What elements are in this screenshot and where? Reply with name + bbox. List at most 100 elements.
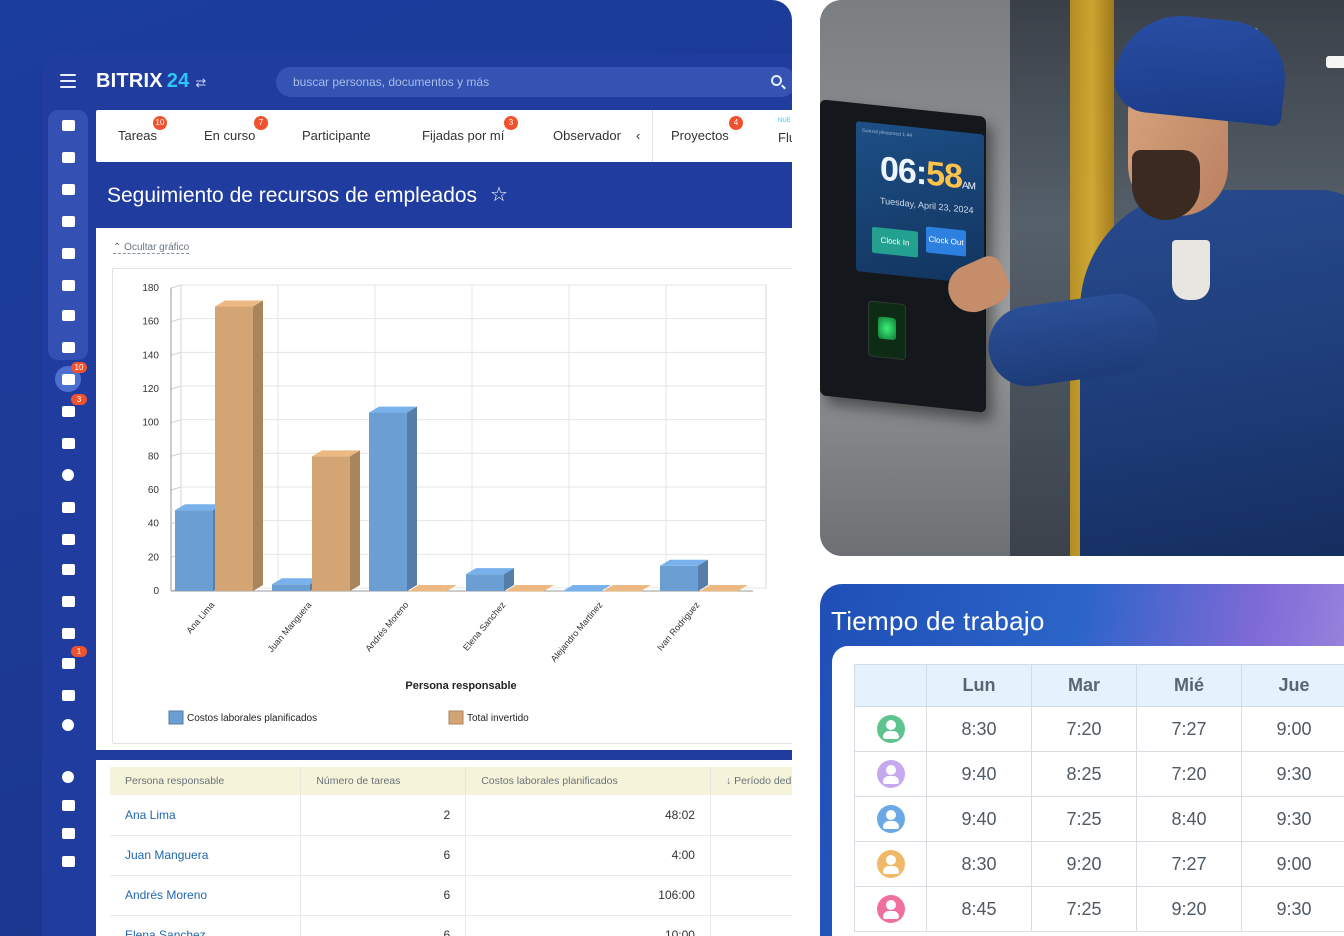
search-icon[interactable] (771, 75, 782, 86)
network-icon (61, 119, 75, 131)
sidebar-item-groups[interactable] (55, 334, 81, 360)
tab-label: Observador (553, 128, 621, 143)
sidebar-item-more[interactable] (55, 712, 81, 738)
bar (603, 591, 641, 592)
person-link[interactable]: Elena Sanchez (110, 915, 302, 936)
sidebar-item-add[interactable] (55, 848, 81, 874)
avatar[interactable] (876, 805, 905, 833)
hours-cell: 9:20 (1031, 841, 1137, 887)
sidebar-item-structure[interactable] (55, 792, 81, 818)
y-tick-label: 60 (148, 485, 160, 496)
sidebar-item-messenger[interactable] (55, 144, 81, 170)
sidebar-item-contacts[interactable] (55, 620, 81, 646)
hide-chart-link[interactable]: ⌃ Ocultar gráfico (113, 242, 190, 254)
period-cell (710, 915, 792, 936)
sidebar-item-tasks[interactable]: 10 (55, 362, 87, 392)
gridline-depth (170, 318, 182, 323)
hours-cell: 7:25 (1031, 796, 1137, 842)
signature-icon (61, 563, 75, 575)
sidebar-item-drive[interactable] (55, 272, 81, 298)
timeclock-photo: Gonzal pleasmed 1:44 06:58AM Tuesday, Ap… (820, 0, 1344, 556)
clock-out-button[interactable]: Clock Out (926, 226, 966, 257)
tab-fijadas-por-m-[interactable]: Fijadas por mí 3 (422, 116, 518, 143)
mail-icon (61, 309, 75, 321)
bar-top (215, 300, 263, 307)
sidebar-item-automation[interactable]: 1 (55, 646, 87, 676)
sidebar-item-settings[interactable] (55, 820, 81, 846)
task-count: 6 (300, 835, 467, 876)
menu-icon[interactable] (60, 74, 76, 88)
sidebar-item-documents[interactable] (55, 240, 81, 266)
bar (660, 565, 698, 591)
tab-participante[interactable]: Participante (302, 128, 371, 143)
tab-flu[interactable]: Flu (778, 130, 792, 145)
sidebar-item-help[interactable] (55, 764, 81, 790)
avatar[interactable] (876, 895, 905, 923)
avatar[interactable] (876, 760, 905, 788)
work-time-row: 8:45 7:25 9:20 9:30 (854, 886, 1344, 932)
person-link[interactable]: Andrés Moreno (110, 875, 302, 916)
bar (369, 412, 407, 591)
search-input[interactable]: buscar personas, documentos y más (276, 67, 792, 97)
hours-cell: 9:00 (1241, 841, 1344, 887)
avatar[interactable] (876, 715, 905, 743)
star-icon[interactable]: ☆ (490, 184, 508, 206)
tab-observador[interactable]: Observador (553, 128, 621, 143)
bar-side (407, 406, 417, 591)
sidebar-item-crm[interactable]: 3 (55, 394, 87, 424)
notification-badge: 1 (71, 646, 87, 657)
sidebar-item-marketing[interactable] (55, 462, 81, 488)
work-time-row: 8:30 9:20 7:27 9:00 (854, 841, 1344, 887)
work-time-title: Tiempo de trabajo (831, 606, 1045, 636)
tab-label: Participante (302, 128, 371, 143)
sidebar-item-store[interactable] (55, 494, 81, 520)
sidebar-item-feed[interactable] (55, 112, 81, 138)
calendar-icon (61, 215, 75, 227)
person-link[interactable]: Juan Manguera (110, 835, 302, 876)
id-card-icon (61, 627, 75, 639)
photo-light (1326, 56, 1344, 68)
bar-side (698, 559, 708, 591)
bar-top (660, 559, 708, 566)
planned-cost: 4:00 (465, 835, 711, 876)
page-title: Seguimiento de recursos de empleados (107, 184, 478, 207)
bar (506, 591, 544, 592)
sidebar-item-analytics[interactable] (55, 588, 81, 614)
avatar-cell (854, 796, 927, 842)
app-logo[interactable]: BITRIX 24 ⇄ (96, 70, 207, 93)
sidebar-item-chats[interactable] (55, 176, 81, 202)
column-header-cost[interactable]: Costos laborales planificados (465, 767, 711, 795)
chevron-left-icon[interactable]: ‹ (636, 128, 641, 143)
x-tick-label: Alejandro Martinez (549, 599, 605, 663)
column-header-tasks[interactable]: Número de tareas (300, 767, 467, 795)
bar-side (350, 450, 360, 591)
sidebar-item-inventory[interactable] (55, 682, 81, 708)
terminal-date: Tuesday, April 23, 2024 (880, 195, 974, 216)
bar-top (563, 585, 611, 591)
chart-card: ⌃ Ocultar gráfico 0 20 40 60 80 100 120 140 160 1… (96, 228, 792, 750)
notification-badge: 3 (71, 394, 87, 405)
column-header-period[interactable]: ↓ Período dedic (710, 767, 792, 795)
sidebar-item-mail[interactable] (55, 302, 81, 328)
task-count: 6 (300, 875, 467, 916)
sidebar-item-sign[interactable] (55, 556, 81, 582)
column-header-person[interactable]: Persona responsable (110, 767, 302, 795)
avatar[interactable] (876, 850, 905, 878)
report-table-card: Persona responsable Número de tareas Cos… (96, 760, 792, 936)
tab-tareas[interactable]: Tareas 10 (118, 116, 167, 143)
message-icon (61, 151, 75, 163)
main-content: ‹ NUE Tareas 10 En curso 7 Participante Fijad… (96, 110, 792, 936)
tab-en-curso[interactable]: En curso 7 (204, 116, 268, 143)
x-tick-label: Elena Sanchez (461, 599, 508, 652)
sidebar-item-forms[interactable] (55, 526, 81, 552)
clock-in-button[interactable]: Clock In (872, 226, 918, 258)
sidebar-item-calendar[interactable] (55, 208, 81, 234)
bar-top (369, 406, 417, 413)
x-tick-label: Juan Manguera (266, 600, 314, 654)
person-link[interactable]: Ana Lima (110, 795, 302, 836)
table-row: Elena Sanchez 6 10:00 (110, 915, 792, 936)
terminal-status: Gonzal pleasmed 1:44 (862, 127, 913, 139)
hours-cell: 8:45 (926, 886, 1032, 932)
sidebar-item-bank[interactable] (55, 430, 81, 456)
tab-proyectos[interactable]: Proyectos 4 (671, 116, 743, 143)
